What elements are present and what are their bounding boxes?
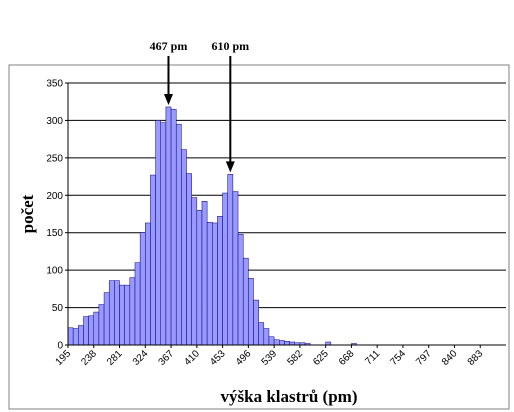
histogram-bar bbox=[212, 222, 218, 346]
y-tick-label: 0 bbox=[57, 341, 63, 352]
histogram-bar bbox=[196, 210, 203, 346]
x-axis-title: výška klastrů (pm) bbox=[221, 387, 358, 406]
histogram-bar bbox=[263, 328, 270, 346]
histogram-bar bbox=[181, 149, 187, 346]
y-tick-label: 150 bbox=[46, 228, 63, 239]
y-tick-label: 100 bbox=[46, 266, 63, 277]
histogram-bar bbox=[134, 262, 141, 346]
annotation-label: 467 pm bbox=[150, 39, 188, 53]
histogram-bar bbox=[268, 336, 275, 346]
histogram-bar bbox=[242, 257, 249, 346]
histogram-bar bbox=[93, 311, 100, 346]
histogram-bar bbox=[170, 108, 177, 346]
y-tick-label: 50 bbox=[52, 303, 64, 314]
histogram-bar bbox=[165, 106, 172, 346]
histogram-bar bbox=[273, 339, 280, 346]
histogram-bar bbox=[160, 122, 167, 346]
histogram-bar bbox=[217, 216, 223, 346]
annotation-arrow-head bbox=[163, 93, 173, 105]
histogram-bar bbox=[258, 322, 265, 346]
histogram-bar bbox=[253, 299, 259, 346]
histogram-bar bbox=[88, 315, 95, 346]
histogram-bar bbox=[206, 221, 213, 346]
y-tick-label: 250 bbox=[46, 153, 63, 164]
histogram-bar bbox=[201, 201, 208, 346]
y-tick-label: 300 bbox=[46, 116, 63, 127]
histogram-bar bbox=[78, 325, 84, 346]
histogram-bar bbox=[103, 292, 110, 346]
histogram-bar bbox=[237, 233, 244, 346]
annotation-label: 610 pm bbox=[211, 39, 249, 53]
annotation-arrow-head bbox=[225, 161, 235, 173]
y-tick-labels: 0 50 100 150 200 250 300 350 bbox=[46, 79, 68, 352]
histogram-bar bbox=[227, 174, 234, 346]
y-axis-title: počet bbox=[18, 194, 37, 233]
histogram-bar bbox=[191, 197, 198, 346]
histogram-bar bbox=[72, 328, 79, 346]
histogram-bar bbox=[232, 191, 239, 346]
histogram-bar bbox=[175, 123, 182, 346]
histogram-bar bbox=[139, 232, 146, 346]
histogram-bar bbox=[108, 280, 115, 346]
histogram-bar bbox=[284, 341, 290, 346]
histogram-bar bbox=[145, 222, 151, 346]
chart-area-frame bbox=[8, 64, 510, 410]
histogram-bar bbox=[279, 340, 285, 346]
y-tick-label: 350 bbox=[46, 79, 63, 90]
histogram-bar bbox=[150, 174, 156, 346]
histogram-bar bbox=[186, 173, 192, 346]
histogram-bar bbox=[124, 284, 131, 346]
histogram-bar bbox=[114, 280, 120, 346]
histogram-bar bbox=[67, 327, 74, 346]
y-tick-label: 200 bbox=[46, 191, 63, 202]
annotations: 467 pm 610 pm bbox=[150, 39, 249, 173]
histogram-bar bbox=[222, 192, 228, 346]
histogram-bar bbox=[129, 277, 136, 346]
histogram-bar bbox=[248, 278, 254, 346]
axes bbox=[67, 83, 506, 346]
histogram-bar bbox=[155, 120, 162, 346]
histogram-bar bbox=[83, 316, 89, 346]
histogram-bar bbox=[119, 284, 125, 346]
histogram-bar bbox=[98, 304, 105, 346]
